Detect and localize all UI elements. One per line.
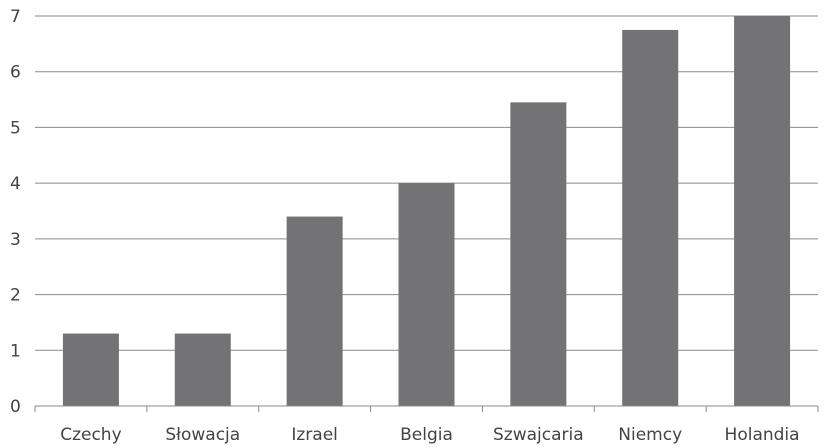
y-tick-label: 4 [10, 174, 21, 194]
x-category-label: Izrael [291, 425, 338, 445]
bar-holandia [734, 16, 791, 406]
x-category-label: Czechy [60, 425, 121, 445]
y-tick-label: 7 [10, 7, 21, 27]
x-category-label: Szwajcaria [493, 425, 584, 445]
bars [62, 16, 791, 407]
x-axis-category-labels: Czechy Słowacja Izrael Belgia Szwajcaria Niem… [60, 425, 799, 445]
y-tick-label: 2 [10, 286, 21, 306]
x-category-label: Słowacja [165, 425, 240, 445]
x-axis [34, 405, 819, 412]
y-tick-label: 1 [10, 341, 21, 361]
bar-belgia [398, 183, 455, 406]
x-category-label: Holandia [725, 425, 800, 445]
bar-izrael [286, 216, 343, 406]
x-category-label: Niemcy [618, 425, 682, 445]
bar-niemcy [622, 29, 679, 407]
y-tick-label: 6 [10, 63, 21, 83]
y-axis-tick-labels: 0 1 2 3 4 5 6 7 [10, 7, 21, 417]
bar-czechy [62, 333, 119, 406]
bar-szwajcaria [510, 102, 567, 406]
x-category-label: Belgia [400, 425, 453, 445]
y-tick-label: 0 [10, 397, 21, 417]
bar-słowacja [174, 333, 231, 406]
y-tick-label: 5 [10, 118, 21, 138]
y-tick-label: 3 [10, 230, 21, 250]
